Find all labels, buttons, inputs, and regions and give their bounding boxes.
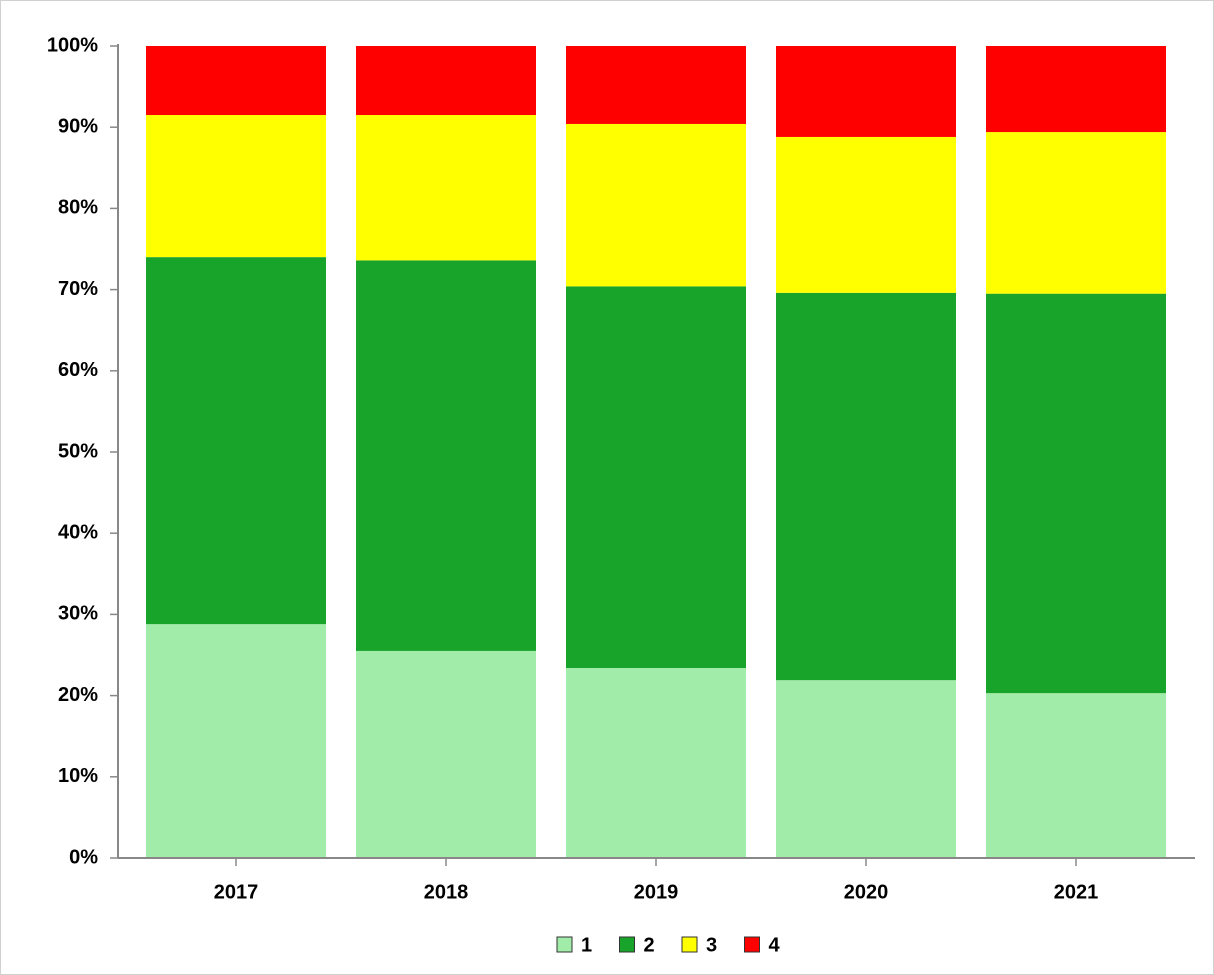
y-tick-label: 80% <box>58 197 98 219</box>
bar-segment <box>356 260 536 651</box>
x-tick-label: 2018 <box>424 881 469 903</box>
x-tick-label: 2020 <box>844 881 889 903</box>
bar-segment <box>986 293 1166 694</box>
x-tick-label: 2019 <box>634 881 679 903</box>
y-tick-label: 70% <box>58 278 98 300</box>
bar-segment <box>356 650 536 858</box>
legend-swatch <box>681 936 698 953</box>
bar-segment <box>986 132 1166 294</box>
y-tick-label: 40% <box>58 521 98 543</box>
legend-label: 1 <box>581 934 592 956</box>
bar-segment <box>356 46 536 116</box>
bar-segment <box>566 46 746 124</box>
legend-label: 4 <box>769 934 781 956</box>
legend-label: 3 <box>706 934 717 956</box>
bar-segment <box>776 680 956 858</box>
bar-segment <box>776 136 956 293</box>
bar-segment <box>146 115 326 258</box>
legend-swatch <box>619 936 635 953</box>
y-tick-label: 100% <box>47 34 98 56</box>
legend-swatch <box>556 936 573 953</box>
y-tick-label: 90% <box>58 115 98 137</box>
x-tick-label: 2021 <box>1054 881 1099 903</box>
bar-segment <box>566 123 746 287</box>
bar-segment <box>146 624 326 858</box>
bar-segment <box>986 693 1166 858</box>
y-tick-label: 20% <box>58 684 98 706</box>
bar-segment <box>566 286 746 668</box>
bar-segment <box>986 46 1166 133</box>
y-tick-label: 0% <box>69 846 98 868</box>
y-tick-label: 30% <box>58 603 98 625</box>
bar-segment <box>776 46 956 137</box>
legend-swatch <box>744 936 760 953</box>
bar-segment <box>146 46 326 116</box>
bar-segment <box>356 115 536 261</box>
bar-segment <box>566 667 746 858</box>
y-tick-label: 60% <box>58 359 98 381</box>
x-tick-label: 2017 <box>214 881 259 903</box>
y-tick-label: 50% <box>58 440 98 462</box>
legend-label: 2 <box>644 934 655 956</box>
bar-segment <box>776 292 956 681</box>
y-tick-label: 10% <box>58 765 98 787</box>
bar-segment <box>146 257 326 625</box>
